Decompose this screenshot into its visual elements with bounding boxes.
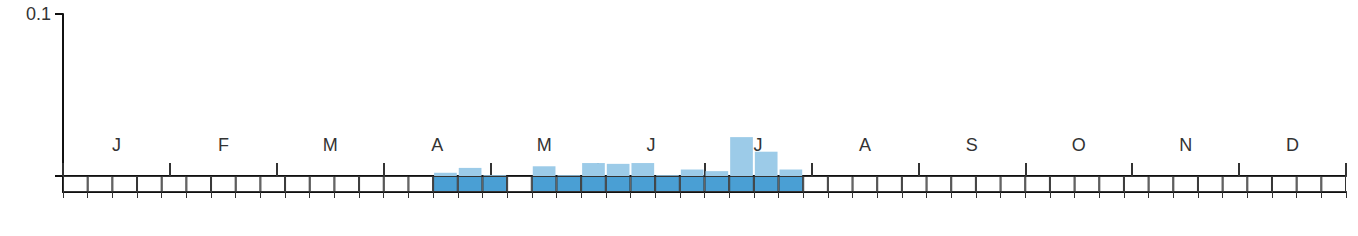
svg-text:F: F	[218, 135, 229, 155]
svg-text:A: A	[431, 135, 443, 155]
svg-text:O: O	[1072, 135, 1086, 155]
svg-text:M: M	[323, 135, 338, 155]
svg-text:J: J	[753, 135, 763, 155]
svg-text:D: D	[1286, 135, 1299, 155]
svg-text:N: N	[1179, 135, 1192, 155]
svg-text:J: J	[112, 135, 121, 155]
svg-text:M: M	[537, 135, 552, 155]
svg-text:0.1: 0.1	[26, 4, 51, 24]
svg-text:S: S	[966, 135, 978, 155]
svg-text:A: A	[859, 135, 871, 155]
svg-text:J: J	[647, 135, 656, 155]
